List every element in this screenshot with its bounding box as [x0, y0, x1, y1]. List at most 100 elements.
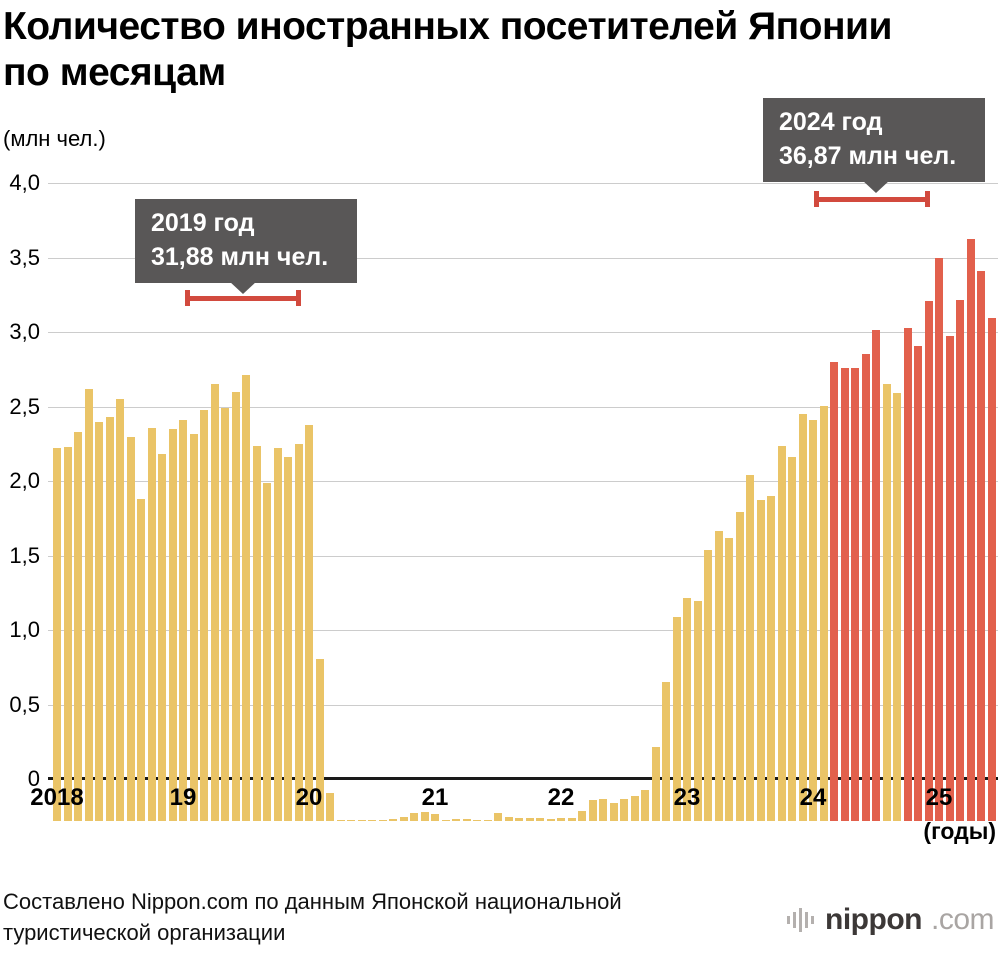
x-tick-label: 20 — [295, 784, 323, 811]
gridline — [48, 332, 998, 333]
y-tick-label: 0 — [27, 766, 40, 791]
y-tick-label: 3,5 — [9, 245, 40, 270]
y-tick-label: 1,0 — [9, 617, 40, 642]
x-tick-label: 19 — [169, 784, 197, 811]
bar — [735, 512, 744, 821]
gridline — [48, 183, 998, 184]
gridline — [48, 481, 998, 482]
bar — [200, 410, 208, 821]
bar — [756, 500, 765, 821]
y-tick-label: 3,0 — [9, 319, 40, 344]
bar — [872, 330, 880, 821]
bar — [378, 820, 387, 821]
bar — [683, 598, 691, 821]
bar — [452, 819, 460, 821]
bar — [672, 617, 681, 821]
logo-text-com: .com — [930, 903, 995, 936]
x-tick-label: 24 — [799, 784, 827, 811]
source-credit-line1: Составлено Nippon.com по данным Японской… — [3, 889, 622, 914]
annotation-2024-range-bracket — [814, 191, 930, 207]
bar — [620, 799, 628, 821]
bracket-left-cap — [814, 191, 819, 207]
chart-area: 4,0 3,5 3,0 2,5 2,0 1,5 1,0 0,5 0 2018 19 20 21 22 23 2… — [0, 170, 1000, 823]
bar — [903, 328, 912, 821]
bar — [861, 354, 870, 821]
bar — [987, 318, 996, 821]
bar — [347, 820, 355, 821]
gridline — [48, 630, 998, 631]
bar — [431, 814, 439, 821]
bar — [420, 812, 429, 821]
bar — [179, 420, 187, 821]
bar — [273, 448, 282, 821]
bar — [84, 389, 93, 821]
annotation-2024-callout: 2024 год 36,87 млн чел. — [763, 98, 985, 182]
bar — [767, 496, 775, 821]
bar — [819, 406, 828, 821]
bar — [609, 803, 618, 821]
bar — [441, 820, 450, 821]
bracket-right-cap — [296, 290, 301, 306]
page-title-line1: Количество иностранных посетителей Япони… — [3, 5, 893, 48]
bar — [494, 813, 502, 821]
bracket-right-cap — [925, 191, 930, 207]
y-tick-label: 2,0 — [9, 468, 40, 493]
annotation-2019-range-bracket — [185, 290, 301, 306]
bar — [231, 392, 240, 821]
bar — [242, 375, 250, 821]
nippon-logo-icon — [787, 908, 815, 932]
logo-text-nippon: nippon — [825, 903, 922, 936]
bar — [746, 475, 754, 821]
bar — [515, 818, 523, 821]
annotation-2024-value: 36,87 млн чел. — [779, 142, 957, 170]
bar — [284, 457, 292, 821]
annotation-2019-pointer-icon — [229, 281, 257, 294]
x-tick-label: 22 — [547, 784, 575, 811]
bar — [599, 799, 607, 821]
bar — [809, 420, 817, 821]
bar — [399, 817, 408, 821]
bar — [651, 747, 660, 821]
y-tick-label: 0,5 — [9, 692, 40, 717]
gridline — [48, 407, 998, 408]
bar — [189, 434, 198, 821]
y-tick-label: 2,5 — [9, 394, 40, 419]
bar — [336, 820, 345, 821]
annotation-2019-year: 2019 год — [151, 209, 255, 237]
bar — [893, 393, 901, 821]
x-tick-label: 2018 — [30, 784, 84, 811]
bar — [210, 384, 219, 821]
bar — [221, 408, 229, 821]
page-title: Количество иностранных посетителей Япони… — [3, 4, 893, 96]
bar — [966, 239, 975, 821]
bar — [462, 819, 471, 821]
gridline — [48, 556, 998, 557]
bar — [168, 429, 177, 821]
bar — [158, 454, 166, 821]
y-tick-label: 4,0 — [9, 170, 40, 195]
bar — [567, 818, 576, 821]
nippon-com-logo: nippon .com — [786, 903, 995, 937]
bar — [935, 258, 943, 821]
bar — [147, 428, 156, 821]
x-tick-label: 21 — [421, 784, 449, 811]
bar — [704, 550, 712, 821]
bar — [788, 457, 796, 821]
bar — [53, 448, 61, 821]
gridline — [48, 705, 998, 706]
y-axis-unit-label: (млн чел.) — [3, 126, 106, 151]
source-credit-line2: туристической организации — [3, 920, 286, 945]
bar — [882, 384, 891, 821]
bar — [137, 499, 145, 821]
bar — [557, 818, 565, 821]
bar — [641, 790, 649, 821]
x-axis-unit-label: (годы) — [923, 818, 996, 844]
bar — [945, 336, 954, 821]
bar — [840, 368, 849, 821]
x-tick-label: 25 — [925, 784, 953, 811]
bar — [252, 446, 261, 821]
bar — [578, 811, 586, 821]
bar — [830, 362, 838, 821]
bracket-left-cap — [185, 290, 190, 306]
